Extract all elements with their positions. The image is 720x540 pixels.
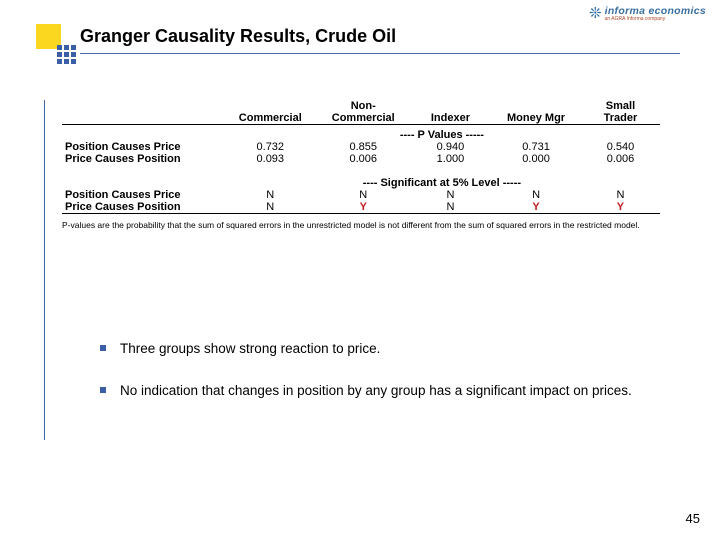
cell: N bbox=[410, 189, 491, 201]
cell-significant: Y bbox=[491, 201, 581, 214]
table-footnote: P-values are the probability that the su… bbox=[62, 220, 660, 231]
section-significant: ---- Significant at 5% Level ----- bbox=[62, 173, 660, 189]
page-number: 45 bbox=[686, 511, 700, 526]
table-row: Position Causes Price N N N N N bbox=[62, 189, 660, 201]
blue-grid-icon bbox=[57, 45, 76, 64]
cell: N bbox=[317, 189, 410, 201]
section-pvalues: ---- P Values ----- bbox=[62, 125, 660, 142]
section-significant-label: ---- Significant at 5% Level ----- bbox=[224, 173, 660, 189]
list-item: Three groups show strong reaction to pri… bbox=[100, 340, 660, 358]
cell: 0.006 bbox=[317, 153, 410, 165]
logo: ❊ informa economics an AGRA Informa comp… bbox=[589, 6, 706, 22]
spacer-row bbox=[62, 165, 660, 173]
cell: 0.093 bbox=[224, 153, 317, 165]
cell: N bbox=[224, 201, 317, 214]
page-title: Granger Causality Results, Crude Oil bbox=[80, 26, 680, 47]
slide: ❊ informa economics an AGRA Informa comp… bbox=[0, 0, 720, 540]
cell: 0.731 bbox=[491, 141, 581, 153]
cell: 0.000 bbox=[491, 153, 581, 165]
title-container: Granger Causality Results, Crude Oil bbox=[80, 26, 680, 54]
col-moneymgr: Money Mgr bbox=[491, 100, 581, 125]
cell: 0.540 bbox=[581, 141, 660, 153]
table-row: Price Causes Position N Y N Y Y bbox=[62, 201, 660, 214]
bullet-icon bbox=[100, 387, 106, 393]
cell: 0.855 bbox=[317, 141, 410, 153]
col-noncommercial: Non- Commercial bbox=[317, 100, 410, 125]
results-table-container: Commercial Non- Commercial Indexer Money… bbox=[62, 100, 660, 231]
row-label: Price Causes Position bbox=[62, 201, 224, 214]
logo-main: informa economics bbox=[605, 6, 706, 17]
list-item: No indication that changes in position b… bbox=[100, 382, 660, 400]
results-table: Commercial Non- Commercial Indexer Money… bbox=[62, 100, 660, 214]
table-row: Position Causes Price 0.732 0.855 0.940 … bbox=[62, 141, 660, 153]
row-label: Price Causes Position bbox=[62, 153, 224, 165]
cell: N bbox=[224, 189, 317, 201]
col-commercial: Commercial bbox=[224, 100, 317, 125]
col-smalltrader: Small Trader bbox=[581, 100, 660, 125]
table-row: Price Causes Position 0.093 0.006 1.000 … bbox=[62, 153, 660, 165]
table-header-row: Commercial Non- Commercial Indexer Money… bbox=[62, 100, 660, 125]
cell: N bbox=[581, 189, 660, 201]
bullet-list: Three groups show strong reaction to pri… bbox=[100, 340, 660, 423]
logo-text: informa economics an AGRA Informa compan… bbox=[605, 6, 706, 22]
section-pvalues-label: ---- P Values ----- bbox=[224, 125, 660, 142]
bullet-icon bbox=[100, 345, 106, 351]
row-label: Position Causes Price bbox=[62, 141, 224, 153]
cell: 0.006 bbox=[581, 153, 660, 165]
cell: N bbox=[410, 201, 491, 214]
col-indexer: Indexer bbox=[410, 100, 491, 125]
cell-significant: Y bbox=[317, 201, 410, 214]
globe-icon: ❊ bbox=[589, 6, 602, 21]
cell: 0.732 bbox=[224, 141, 317, 153]
bullet-text: No indication that changes in position b… bbox=[120, 382, 632, 400]
logo-sub: an AGRA Informa company bbox=[605, 17, 706, 22]
left-rule bbox=[44, 100, 45, 440]
cell-significant: Y bbox=[581, 201, 660, 214]
row-label: Position Causes Price bbox=[62, 189, 224, 201]
cell: N bbox=[491, 189, 581, 201]
cell: 0.940 bbox=[410, 141, 491, 153]
bullet-text: Three groups show strong reaction to pri… bbox=[120, 340, 380, 358]
cell: 1.000 bbox=[410, 153, 491, 165]
